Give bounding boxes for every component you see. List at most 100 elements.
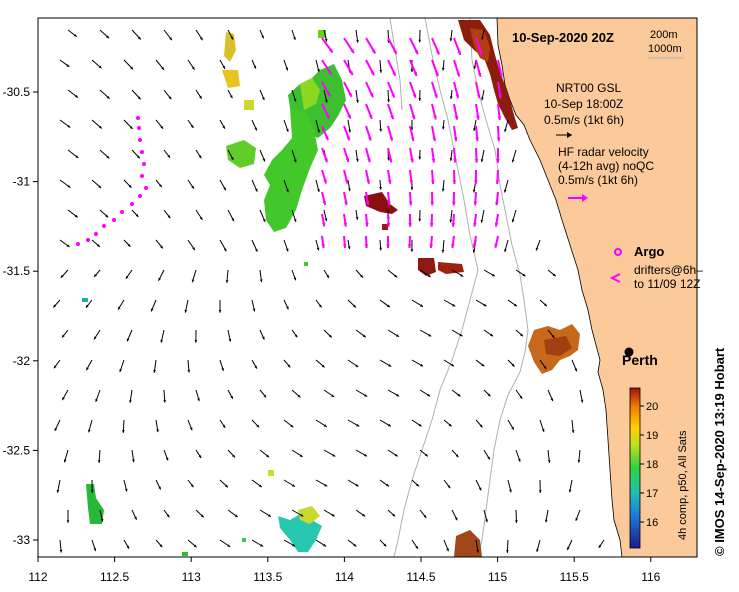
model-arrow	[219, 419, 226, 429]
model-arrow	[515, 509, 518, 524]
y-tick-label: -33	[13, 533, 31, 547]
model-arrow	[451, 269, 464, 277]
radar-arrow	[495, 191, 499, 206]
model-scale-arrow	[556, 132, 572, 138]
model-arrow	[61, 389, 69, 401]
model-arrow	[449, 209, 453, 223]
model-arrow	[131, 149, 141, 159]
radar-arrow	[431, 81, 438, 99]
model-arrow	[60, 269, 69, 279]
model-arrow	[163, 149, 171, 159]
model-arrow	[418, 209, 422, 222]
model-arrow	[571, 359, 578, 372]
model-arrow	[158, 269, 165, 282]
x-tick-label: 113.5	[253, 570, 282, 584]
land-mass	[497, 18, 697, 557]
model-arrow	[131, 209, 139, 218]
radar-arrow	[343, 37, 355, 54]
model-arrow	[419, 389, 431, 397]
radar-arrow	[387, 191, 391, 206]
model-arrow	[507, 419, 515, 431]
model-arrow	[195, 449, 202, 459]
model-arrow	[67, 29, 78, 38]
model-arrow	[379, 539, 387, 547]
radar-arrow	[321, 169, 328, 184]
model-arrow	[379, 179, 382, 190]
radar-arrow	[342, 235, 347, 249]
radar-legend-line3: 0.5m/s (1kt 6h)	[558, 173, 638, 187]
model-arrow	[56, 479, 61, 493]
model-arrow	[355, 89, 359, 103]
radar-arrow	[494, 213, 499, 227]
x-tick-label: 115	[488, 570, 507, 584]
model-arrow	[355, 209, 359, 220]
model-arrow	[291, 389, 301, 398]
model-arrow	[219, 359, 224, 372]
model-arrow	[187, 119, 194, 129]
model-arrow	[598, 539, 605, 549]
model-arrow	[163, 449, 169, 461]
model-arrow	[443, 419, 452, 427]
radar-arrow	[495, 169, 500, 185]
model-arrow	[449, 149, 453, 161]
model-arrow	[53, 299, 61, 308]
model-arrow	[259, 329, 265, 340]
model-arrow	[411, 479, 420, 487]
radar-arrow	[497, 103, 502, 121]
radar-arrow	[475, 103, 480, 120]
y-tick-label: -32	[13, 354, 31, 368]
model-arrow	[411, 299, 424, 308]
model-arrow	[539, 359, 547, 370]
radar-arrow	[387, 169, 392, 185]
radar-arrow	[321, 213, 326, 227]
radar-arrow	[387, 125, 394, 142]
model-arrow	[323, 89, 328, 103]
model-arrow	[155, 479, 162, 490]
model-arrow	[67, 209, 79, 218]
model-arrow	[449, 89, 453, 100]
model-arrow	[379, 419, 392, 427]
radar-arrow	[431, 147, 436, 163]
y-tick-label: -31.5	[3, 264, 31, 278]
model-arrow	[123, 179, 132, 189]
model-arrow	[419, 449, 429, 457]
model-arrow	[507, 299, 518, 307]
model-arrow	[387, 449, 398, 457]
model-arrow	[99, 149, 110, 159]
model-arrow	[579, 389, 584, 403]
model-arrow	[315, 359, 325, 368]
model-arrow	[195, 509, 205, 518]
radar-arrow	[365, 37, 377, 54]
model-arrow	[119, 359, 125, 373]
model-arrow	[481, 89, 485, 101]
model-arrow	[418, 149, 422, 160]
model-arrow	[355, 269, 364, 278]
radar-arrow	[497, 59, 503, 78]
radar-arrow	[408, 213, 412, 227]
radar-legend-line1: HF radar velocity	[558, 145, 649, 159]
coastline	[496, 18, 623, 557]
radar-arrow	[364, 235, 369, 249]
drifters-legend-line1: drifters@6h–	[634, 263, 703, 277]
radar-arrow	[409, 169, 414, 185]
model-arrow	[251, 119, 258, 131]
model-arrow	[259, 449, 270, 458]
radar-arrow	[431, 37, 441, 55]
model-arrow	[259, 149, 266, 162]
model-arrow	[547, 329, 555, 339]
model-arrow	[227, 509, 238, 518]
model-arrow	[575, 509, 581, 521]
model-arrow	[93, 269, 101, 278]
model-arrow	[315, 539, 327, 547]
model-arrow	[411, 419, 422, 427]
model-arrow	[66, 509, 70, 523]
model-arrow	[195, 29, 204, 41]
model-arrow	[283, 119, 289, 133]
model-arrow	[443, 299, 456, 307]
model-arrow	[227, 89, 233, 99]
model-arrow	[449, 29, 453, 42]
model-arrow	[54, 419, 61, 432]
radar-arrow	[387, 103, 395, 120]
model-arrow	[95, 389, 101, 403]
radar-arrow	[409, 103, 416, 120]
